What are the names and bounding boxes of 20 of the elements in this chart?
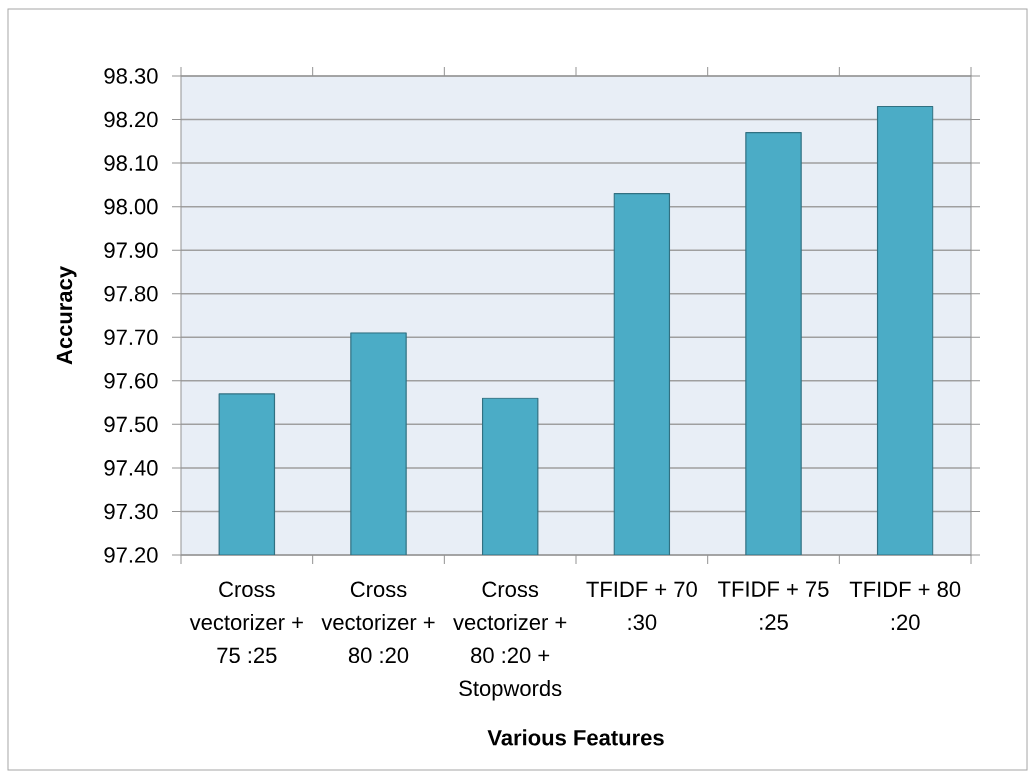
x-axis-title: Various Features	[487, 729, 664, 746]
y-axis-title: Accuracy	[56, 266, 77, 365]
y-tick-label: 97.30	[104, 503, 158, 520]
y-tick-label: 98.30	[104, 68, 158, 84]
y-tick-label: 97.90	[104, 242, 158, 258]
y-tick-label: 97.20	[104, 547, 158, 563]
y-tick-label: 97.60	[104, 373, 158, 389]
y-tick-label: 97.50	[104, 416, 158, 433]
y-tick-label: 97.70	[104, 329, 158, 346]
x-tick-label: TFIDF + 75 :25	[718, 581, 829, 630]
x-tick-label: Cross vectorizer + 80 :20	[321, 581, 435, 664]
y-tick-label: 98.20	[104, 111, 158, 128]
y-tick-label: 97.40	[104, 460, 158, 476]
y-tick-label: 98.00	[104, 198, 158, 215]
y-tick-label: 98.10	[104, 155, 158, 171]
x-tick-label: TFIDF + 70 :30	[586, 581, 697, 631]
x-tick-label: Cross vectorizer + 75 :25	[189, 581, 303, 664]
y-tick-label: 97.80	[104, 285, 158, 302]
x-tick-label: Cross vectorizer + 80 :20 + Stopwords	[453, 581, 567, 701]
x-tick-label: TFIDF + 80 :20	[849, 581, 961, 631]
